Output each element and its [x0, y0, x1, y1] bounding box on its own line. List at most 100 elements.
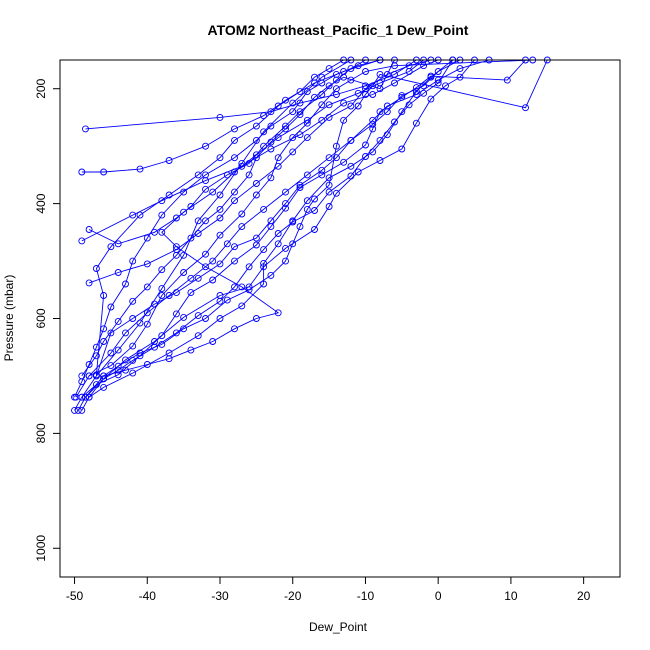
data-point	[289, 134, 297, 142]
data-point	[216, 205, 224, 213]
profile-series	[78, 56, 442, 245]
data-point	[209, 188, 217, 196]
data-point	[296, 223, 304, 231]
profile-line	[74, 59, 352, 411]
data-point	[522, 104, 529, 112]
data-point	[143, 260, 151, 268]
profile-line	[75, 59, 533, 398]
data-point	[107, 303, 115, 311]
data-point	[122, 280, 129, 288]
data-point	[318, 101, 326, 109]
data-point	[340, 116, 348, 124]
profile-series	[85, 56, 457, 401]
data-point	[231, 283, 238, 291]
data-point	[354, 168, 362, 176]
data-point	[216, 113, 224, 121]
data-point	[332, 76, 340, 84]
data-point	[194, 171, 202, 179]
data-point	[260, 246, 268, 254]
data-point	[274, 230, 282, 237]
data-point	[136, 211, 144, 219]
data-point	[434, 68, 442, 75]
data-point	[122, 366, 129, 374]
data-point	[296, 99, 304, 107]
data-point	[245, 171, 253, 179]
data-point	[282, 200, 289, 208]
data-point	[289, 148, 297, 156]
data-point	[369, 91, 377, 98]
profile-line	[88, 59, 490, 377]
data-point	[216, 260, 224, 268]
data-point	[216, 297, 224, 305]
data-point	[92, 265, 100, 272]
data-point	[107, 243, 115, 251]
data-point	[114, 269, 122, 276]
data-point	[202, 217, 209, 225]
data-point	[325, 174, 333, 182]
data-point	[231, 325, 238, 333]
data-point	[282, 204, 289, 212]
data-point	[362, 141, 369, 149]
profile-line	[95, 59, 344, 375]
data-point	[238, 302, 246, 310]
y-tick-label: 800	[34, 423, 48, 443]
data-point	[107, 362, 115, 370]
data-point	[187, 346, 195, 354]
data-point	[143, 320, 151, 328]
data-point	[274, 134, 282, 142]
profile-series	[78, 56, 384, 176]
data-point	[92, 343, 100, 351]
data-point	[158, 285, 166, 293]
data-point	[180, 325, 188, 333]
data-point	[332, 91, 340, 98]
data-point	[172, 329, 180, 337]
data-point	[216, 154, 224, 162]
data-point	[202, 185, 209, 193]
data-point	[172, 246, 180, 254]
data-point	[325, 181, 333, 189]
data-point	[100, 292, 108, 299]
data-point	[260, 142, 268, 150]
data-point	[332, 154, 340, 162]
data-point	[136, 165, 144, 173]
data-point	[289, 99, 297, 107]
data-point	[289, 218, 297, 226]
x-tick-label: -30	[211, 589, 229, 603]
data-point	[238, 283, 246, 291]
data-point	[158, 228, 166, 236]
data-point	[340, 99, 348, 107]
data-point	[202, 263, 209, 271]
y-tick-label: 1000	[34, 535, 48, 562]
data-point	[318, 171, 326, 179]
data-point	[427, 95, 435, 103]
data-point	[78, 168, 86, 176]
chart-title: ATOM2 Northeast_Pacific_1 Dew_Point	[208, 22, 469, 38]
data-point	[151, 228, 158, 236]
data-point	[260, 259, 268, 267]
y-tick-label: 200	[34, 78, 48, 98]
data-point	[503, 76, 511, 84]
data-point	[362, 153, 369, 160]
data-point	[238, 210, 246, 218]
x-tick-label: -10	[357, 589, 375, 603]
data-point	[129, 369, 137, 377]
data-point	[238, 223, 246, 231]
data-point	[398, 92, 406, 100]
data-point	[325, 82, 333, 90]
data-point	[122, 329, 129, 337]
data-point	[369, 120, 377, 128]
data-point	[85, 279, 93, 287]
data-point	[267, 145, 275, 153]
y-axis-label: Pressure (mbar)	[2, 275, 16, 362]
data-point	[376, 70, 384, 78]
profile-line	[74, 59, 381, 398]
data-point	[303, 205, 311, 213]
data-point	[209, 338, 217, 345]
data-point	[311, 195, 318, 203]
x-tick-label: -40	[139, 589, 157, 603]
data-point	[245, 159, 253, 167]
data-point	[129, 297, 137, 305]
data-point	[158, 197, 166, 205]
profile-line	[88, 59, 432, 284]
data-point	[332, 189, 340, 197]
